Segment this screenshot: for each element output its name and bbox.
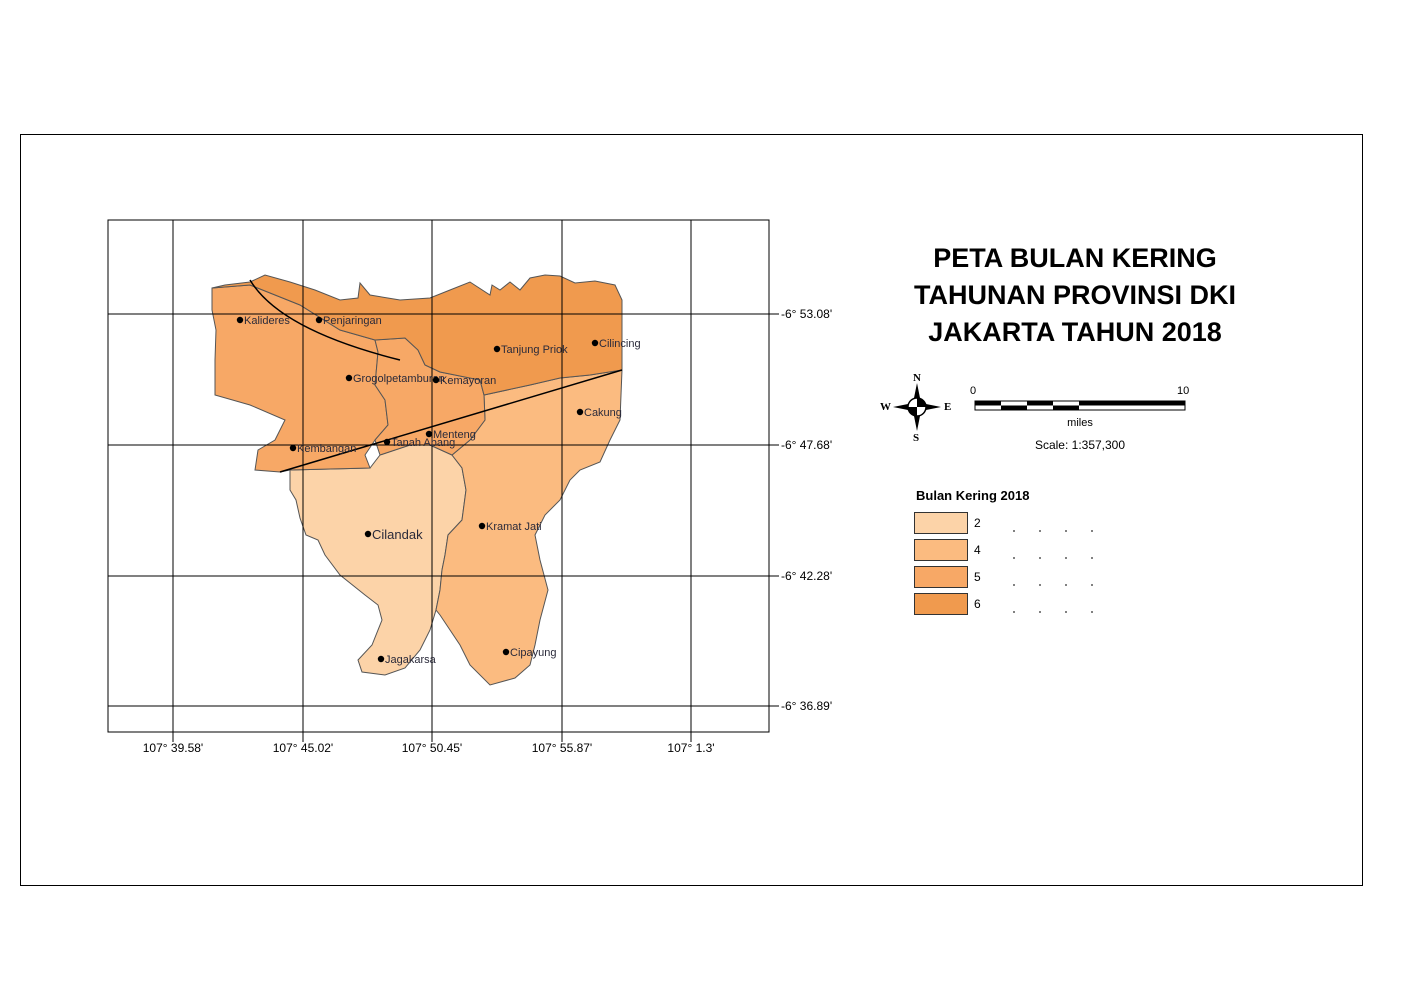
compass-south-label: S: [913, 432, 920, 444]
title-line-3: JAKARTA TAHUN 2018: [928, 317, 1222, 347]
scale-start-label: 0: [970, 385, 977, 397]
lat-label: -6° 53.08': [781, 307, 832, 321]
legend-dots: [994, 592, 1102, 615]
title-line-1: PETA BULAN KERING: [933, 243, 1217, 273]
legend-swatch: [914, 565, 968, 588]
place-label: Cakung: [584, 407, 622, 419]
place-label: Kembangan: [297, 443, 356, 455]
legend-swatch: [914, 511, 968, 534]
compass-west-label: W: [880, 401, 891, 413]
title-line-2: TAHUNAN PROVINSI DKI: [913, 280, 1236, 310]
legend-item: 5: [912, 563, 1102, 590]
place-marker[interactable]: Tanjung Priok: [493, 344, 568, 356]
place-marker[interactable]: Tanah Abang: [383, 437, 455, 449]
legend-dots: [994, 565, 1102, 588]
scale-end-label: 10: [1177, 385, 1190, 397]
place-label: Cilandak: [372, 527, 423, 542]
boundary-line-diagonal: [279, 369, 623, 473]
map-layout-frame: [20, 134, 1363, 886]
legend-dots: [994, 511, 1102, 534]
legend-label: 2: [974, 515, 981, 530]
legend-label: 6: [974, 596, 981, 611]
place-marker[interactable]: Cakung: [576, 407, 622, 419]
place-label: Kramat Jati: [486, 521, 542, 533]
place-label: Kemayoran: [440, 375, 496, 387]
place-marker[interactable]: Kramat Jati: [478, 521, 542, 533]
scale-ratio-label: Scale: 1:357,300: [1034, 438, 1126, 452]
legend-item: 2: [912, 509, 1102, 536]
lon-label: 107° 45.02': [273, 741, 333, 755]
scale-bar: [974, 400, 1186, 411]
place-label: Grogolpetamburan: [353, 373, 445, 385]
place-label: Menteng: [433, 429, 476, 441]
lon-label: 107° 55.87': [532, 741, 592, 755]
place-marker[interactable]: Cilandak: [364, 527, 423, 542]
legend-swatch: [914, 538, 968, 561]
compass-north-label: N: [913, 372, 921, 384]
place-label: Tanjung Priok: [501, 344, 568, 356]
place-marker[interactable]: Kemayoran: [432, 375, 496, 387]
lat-label: -6° 47.68': [781, 438, 832, 452]
place-marker[interactable]: Jagakarsa: [377, 654, 437, 666]
region-jakarta-selatan[interactable]: [289, 444, 467, 676]
place-marker[interactable]: Menteng: [425, 429, 476, 441]
lat-label: -6° 42.28': [781, 569, 832, 583]
legend-swatch: [914, 592, 968, 615]
place-label: Tanah Abang: [391, 437, 455, 449]
place-label: Cipayung: [510, 647, 556, 659]
legend-item: 6: [912, 590, 1102, 617]
place-marker[interactable]: Kalideres: [236, 315, 291, 327]
legend: Bulan Kering 2018 2 4 5 6: [912, 488, 1102, 617]
place-marker[interactable]: Kembangan: [289, 443, 357, 455]
graticule: [108, 220, 779, 742]
place-label: Penjaringan: [323, 315, 382, 327]
legend-label: 5: [974, 569, 981, 584]
scale-unit-label: miles: [1067, 417, 1093, 429]
map-title: PETA BULAN KERING TAHUNAN PROVINSI DKI J…: [870, 240, 1280, 351]
place-label: Cilincing: [599, 338, 641, 350]
place-marker[interactable]: Penjaringan: [315, 315, 382, 327]
legend-label: 4: [974, 542, 981, 557]
legend-title: Bulan Kering 2018: [916, 488, 1030, 503]
compass-rose-icon: [893, 383, 941, 431]
lat-label: -6° 36.89': [781, 699, 832, 713]
place-label: Kalideres: [244, 315, 290, 327]
lon-label: 107° 39.58': [143, 741, 203, 755]
region-jakarta-utara[interactable]: [211, 274, 623, 396]
map-frame: [107, 219, 770, 733]
legend-dots: [994, 538, 1102, 561]
legend-item: 4: [912, 536, 1102, 563]
lon-label: 107° 50.45': [402, 741, 462, 755]
place-marker[interactable]: Grogolpetamburan: [345, 373, 445, 385]
place-label: Jagakarsa: [385, 654, 437, 666]
place-marker[interactable]: Cipayung: [502, 647, 557, 659]
lon-label: 107° 1.3': [667, 741, 714, 755]
place-marker[interactable]: Cilincing: [591, 338, 641, 350]
compass-east-label: E: [944, 401, 952, 413]
